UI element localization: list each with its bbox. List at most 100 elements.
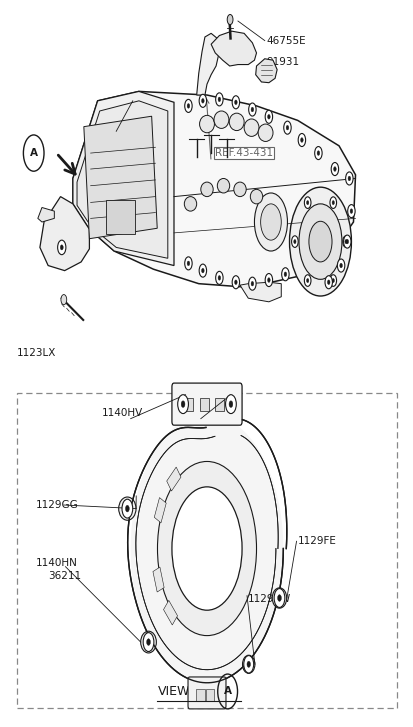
Circle shape: [281, 268, 288, 281]
Ellipse shape: [140, 631, 156, 653]
Circle shape: [306, 201, 308, 205]
Circle shape: [60, 245, 63, 250]
Circle shape: [234, 280, 237, 284]
Text: 1123LX: 1123LX: [17, 348, 57, 358]
Polygon shape: [77, 101, 167, 258]
Circle shape: [227, 15, 233, 25]
Circle shape: [291, 236, 297, 247]
Polygon shape: [255, 59, 276, 83]
Circle shape: [324, 276, 332, 289]
Circle shape: [171, 487, 242, 610]
Circle shape: [331, 278, 334, 283]
Bar: [154, 497, 166, 523]
Ellipse shape: [200, 182, 213, 196]
Circle shape: [337, 259, 344, 272]
Ellipse shape: [229, 113, 244, 131]
Circle shape: [215, 271, 223, 284]
Circle shape: [308, 221, 331, 262]
Text: 1129FE: 1129FE: [297, 537, 336, 546]
Circle shape: [228, 401, 232, 407]
Polygon shape: [196, 33, 219, 95]
Circle shape: [184, 100, 192, 113]
Ellipse shape: [119, 497, 136, 521]
Circle shape: [349, 209, 352, 214]
Circle shape: [265, 273, 272, 286]
Circle shape: [199, 95, 206, 108]
Circle shape: [329, 197, 336, 209]
Circle shape: [225, 395, 236, 414]
Circle shape: [306, 278, 308, 283]
Circle shape: [243, 656, 253, 673]
Circle shape: [347, 176, 350, 181]
Polygon shape: [211, 31, 256, 66]
Circle shape: [254, 193, 287, 251]
Circle shape: [177, 395, 188, 414]
Ellipse shape: [258, 124, 272, 142]
Circle shape: [218, 97, 220, 102]
Circle shape: [267, 115, 270, 119]
Circle shape: [330, 163, 338, 175]
Text: 1129EW: 1129EW: [248, 595, 291, 604]
Circle shape: [283, 272, 286, 276]
Text: 1140HV: 1140HV: [184, 408, 225, 418]
Circle shape: [201, 268, 204, 273]
Bar: [106, 199, 135, 234]
Ellipse shape: [199, 116, 214, 133]
Bar: [163, 601, 177, 625]
Circle shape: [232, 96, 239, 109]
Polygon shape: [40, 196, 89, 270]
Circle shape: [293, 240, 295, 244]
Circle shape: [215, 93, 223, 106]
Text: A: A: [30, 148, 38, 158]
Circle shape: [298, 204, 341, 279]
Circle shape: [157, 462, 256, 635]
Circle shape: [327, 280, 329, 284]
Ellipse shape: [184, 196, 196, 211]
Circle shape: [57, 240, 66, 254]
Circle shape: [131, 414, 282, 683]
Circle shape: [146, 639, 150, 646]
Circle shape: [343, 235, 350, 248]
Circle shape: [125, 505, 129, 512]
Circle shape: [297, 134, 305, 147]
Bar: [196, 689, 204, 701]
Circle shape: [273, 589, 284, 608]
Bar: [17, 393, 396, 708]
Circle shape: [232, 276, 239, 289]
Circle shape: [247, 662, 250, 667]
Circle shape: [250, 281, 253, 286]
Circle shape: [61, 294, 66, 305]
Circle shape: [331, 201, 334, 205]
Circle shape: [304, 275, 310, 286]
Ellipse shape: [242, 655, 254, 673]
Circle shape: [248, 277, 256, 290]
Bar: [206, 689, 214, 701]
Circle shape: [345, 239, 348, 244]
Circle shape: [201, 99, 204, 103]
Circle shape: [300, 137, 302, 142]
Bar: [199, 398, 208, 411]
Text: 43000: 43000: [91, 123, 124, 132]
Text: 1129GG: 1129GG: [36, 500, 78, 510]
Text: 46755E: 46755E: [266, 36, 306, 46]
Text: 91931: 91931: [266, 57, 299, 68]
Circle shape: [304, 197, 310, 209]
Circle shape: [333, 166, 335, 172]
Circle shape: [342, 236, 349, 247]
Circle shape: [265, 111, 272, 124]
Circle shape: [234, 100, 237, 105]
Circle shape: [329, 275, 336, 286]
Text: 1140HV: 1140HV: [102, 408, 143, 418]
Circle shape: [218, 276, 220, 280]
Polygon shape: [38, 207, 54, 222]
Circle shape: [187, 104, 189, 108]
Circle shape: [260, 204, 280, 240]
Bar: [166, 467, 180, 491]
Text: VIEW: VIEW: [157, 685, 190, 698]
Bar: [83, 116, 157, 238]
Bar: [152, 567, 164, 592]
Text: A: A: [223, 686, 231, 696]
Ellipse shape: [250, 189, 262, 204]
Circle shape: [339, 263, 342, 268]
Circle shape: [347, 204, 354, 217]
